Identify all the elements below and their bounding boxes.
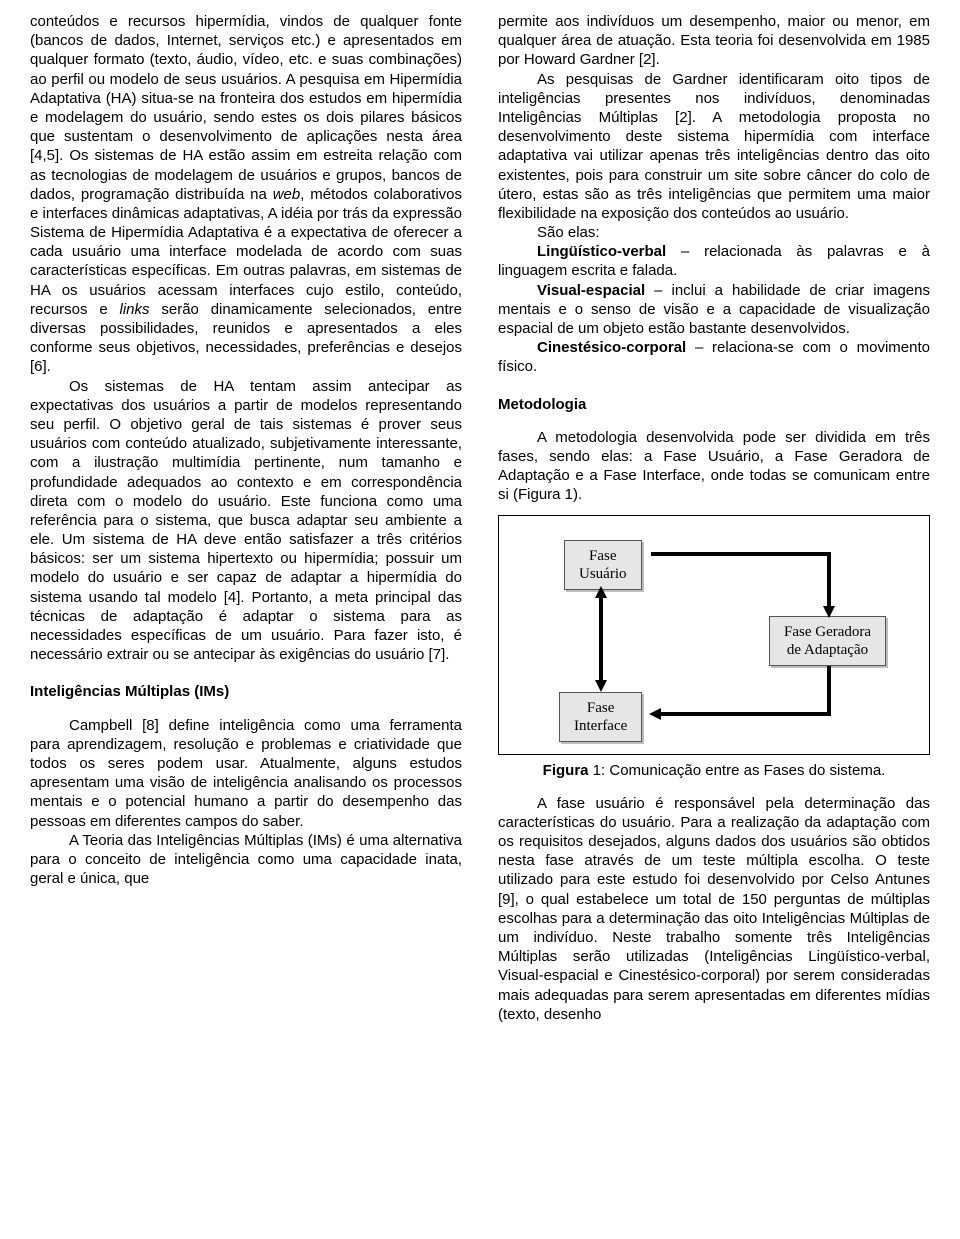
text: , métodos colaborativos e interfaces din… xyxy=(30,186,462,318)
arrow-usuario-geradora xyxy=(651,552,831,556)
arrow-head-up-icon xyxy=(595,586,607,598)
node-line: Interface xyxy=(574,718,627,734)
figure-1: Fase Usuário Fase Geradora de Adaptação … xyxy=(498,515,930,755)
definition-linguistico: Lingüístico-verbal – relacionada às pala… xyxy=(498,242,930,280)
arrow-head-down-icon xyxy=(595,680,607,692)
node-fase-usuario: Fase Usuário xyxy=(564,540,642,590)
term-cinestesico: Cinestésico-corporal xyxy=(537,339,686,356)
section-inteligencias-multiplas: Inteligências Múltiplas (IMs) xyxy=(30,682,462,701)
left-column: conteúdos e recursos hipermídia, vindos … xyxy=(30,12,462,1024)
caption-label: Figura xyxy=(543,762,589,779)
left-para-2: Os sistemas de HA tentam assim antecipar… xyxy=(30,377,462,665)
node-line: de Adaptação xyxy=(787,642,868,658)
right-para-3: São elas: xyxy=(498,223,930,242)
right-para-1: permite aos indivíduos um desempenho, ma… xyxy=(498,12,930,70)
right-column: permite aos indivíduos um desempenho, ma… xyxy=(498,12,930,1024)
arrow-usuario-interface xyxy=(599,596,603,682)
arrow-head-down-icon xyxy=(823,606,835,618)
definition-cinestesico: Cinestésico-corporal – relaciona-se com … xyxy=(498,338,930,376)
caption-text: 1: Comunicação entre as Fases do sistema… xyxy=(589,762,886,779)
node-line: Fase xyxy=(587,700,615,716)
section-metodologia: Metodologia xyxy=(498,395,930,414)
arrow-geradora-interface xyxy=(827,666,831,716)
definition-visual: Visual-espacial – inclui a habilidade de… xyxy=(498,281,930,339)
node-line: Usuário xyxy=(579,566,627,582)
node-line: Fase Geradora xyxy=(784,624,871,640)
page: conteúdos e recursos hipermídia, vindos … xyxy=(0,0,960,1042)
right-para-5: A fase usuário é responsável pela determ… xyxy=(498,794,930,1024)
italic-links: links xyxy=(120,301,150,318)
right-para-4: A metodologia desenvolvida pode ser divi… xyxy=(498,428,930,505)
italic-web: web xyxy=(273,186,301,203)
left-para-4: A Teoria das Inteligências Múltiplas (IM… xyxy=(30,831,462,889)
arrow-geradora-interface xyxy=(659,712,831,716)
left-para-1: conteúdos e recursos hipermídia, vindos … xyxy=(30,12,462,377)
node-fase-interface: Fase Interface xyxy=(559,692,642,742)
node-line: Fase xyxy=(589,548,617,564)
term-visual: Visual-espacial xyxy=(537,282,645,299)
term-linguistico: Lingüístico-verbal xyxy=(537,243,666,260)
left-para-3: Campbell [8] define inteligência como um… xyxy=(30,716,462,831)
right-para-2: As pesquisas de Gardner identificaram oi… xyxy=(498,70,930,224)
figure-1-caption: Figura 1: Comunicação entre as Fases do … xyxy=(498,761,930,780)
arrow-usuario-geradora xyxy=(827,552,831,608)
text: conteúdos e recursos hipermídia, vindos … xyxy=(30,13,462,203)
node-fase-geradora: Fase Geradora de Adaptação xyxy=(769,616,886,666)
arrow-head-right-icon xyxy=(649,708,661,720)
